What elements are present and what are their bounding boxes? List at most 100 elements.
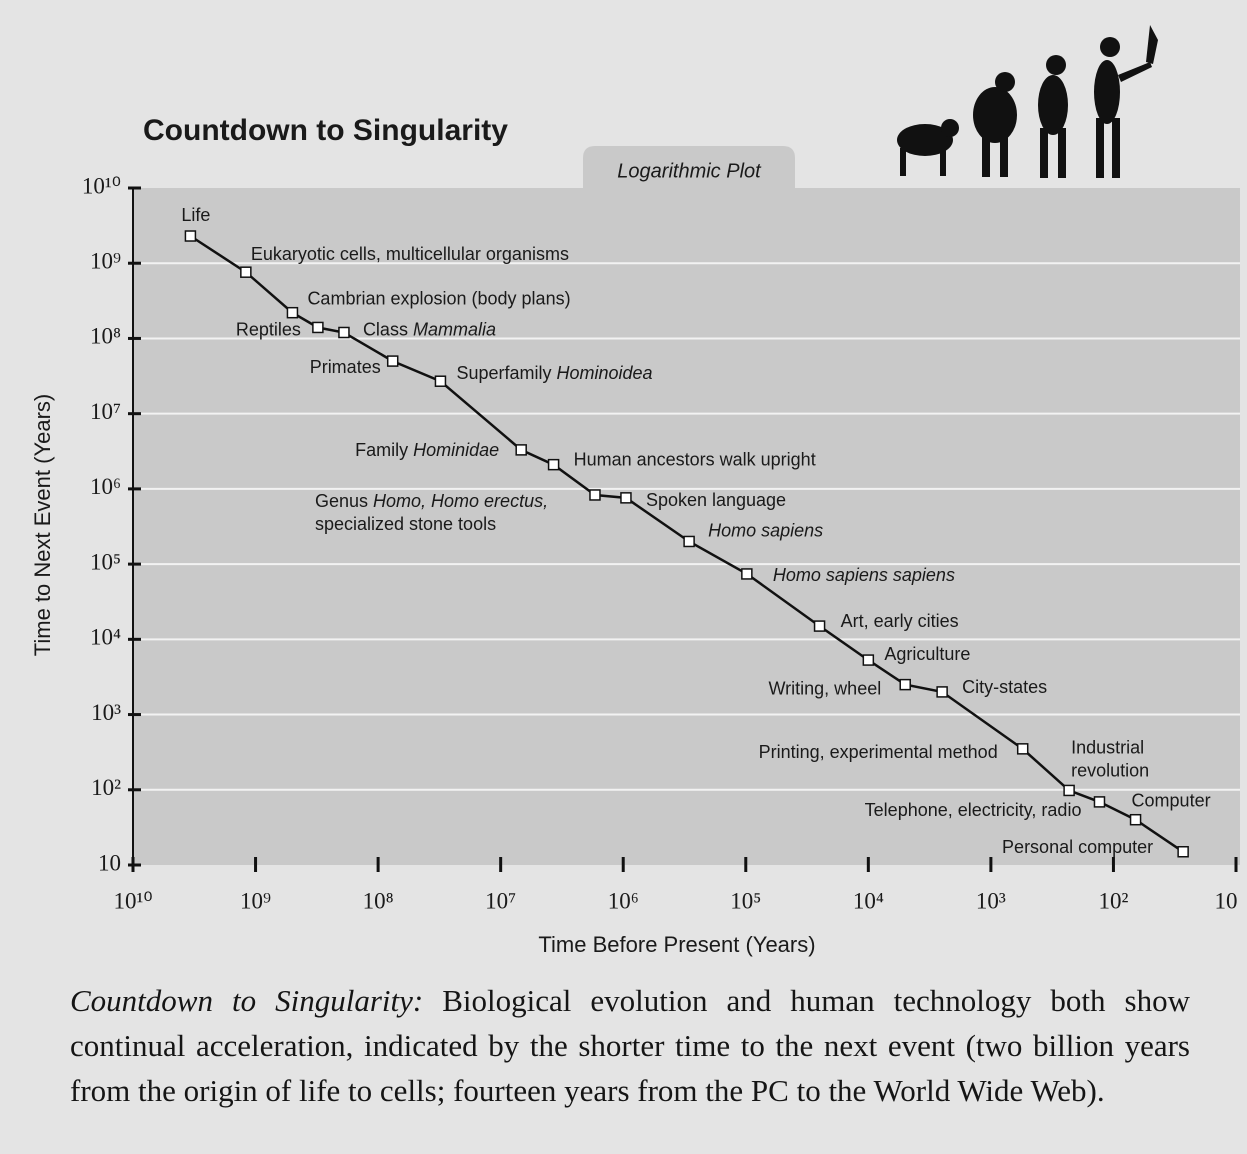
evolution-silhouettes xyxy=(897,25,1158,178)
point-label-part: Mammalia xyxy=(413,319,496,339)
point-label: Superfamily Hominoidea xyxy=(456,363,652,383)
chart-subtitle: Logarithmic Plot xyxy=(617,160,762,182)
data-point xyxy=(937,687,947,697)
y-tick-label: 10⁶ xyxy=(90,474,121,499)
x-tick-label: 10³ xyxy=(976,888,1006,913)
point-label-part: Writing, wheel xyxy=(769,678,882,698)
y-tick-label: 10⁵ xyxy=(90,549,121,574)
data-point xyxy=(621,493,631,503)
point-label: Cambrian explosion (body plans) xyxy=(307,288,570,308)
y-tick-label: 10⁸ xyxy=(90,324,121,349)
data-point xyxy=(863,655,873,665)
data-point xyxy=(1064,785,1074,795)
data-point xyxy=(516,445,526,455)
data-point xyxy=(1178,847,1188,857)
x-tick-label: 10¹⁰ xyxy=(113,888,152,913)
data-point xyxy=(815,621,825,631)
point-label: Telephone, electricity, radio xyxy=(865,800,1082,820)
data-point xyxy=(313,322,323,332)
data-point xyxy=(388,356,398,366)
point-label: Computer xyxy=(1132,790,1211,810)
point-label: Writing, wheel xyxy=(769,678,882,698)
point-label-part: Hominidae xyxy=(413,440,499,460)
y-tick-label: 10¹⁰ xyxy=(82,173,121,198)
page: {"chart_data": { "type": "line", "title"… xyxy=(0,0,1247,1154)
point-label-part: Art, early cities xyxy=(841,611,959,631)
point-label-part: Human ancestors walk upright xyxy=(574,449,816,469)
data-point xyxy=(684,536,694,546)
y-tick-label: 10⁷ xyxy=(90,399,121,424)
point-label: Agriculture xyxy=(884,644,970,664)
point-label-part: Homo, Homo erectus, xyxy=(373,491,548,511)
y-tick-label: 10² xyxy=(91,775,121,800)
point-label-part: Computer xyxy=(1132,790,1211,810)
point-label: Eukaryotic cells, multicellular organism… xyxy=(251,244,569,264)
point-label-part: Telephone, electricity, radio xyxy=(865,800,1082,820)
caption: Countdown to Singularity: Biological evo… xyxy=(70,978,1190,1113)
data-point xyxy=(287,308,297,318)
point-label-part: City-states xyxy=(962,677,1047,697)
x-tick-label: 10² xyxy=(1098,888,1128,913)
data-point xyxy=(435,376,445,386)
x-tick-label: 10⁸ xyxy=(363,888,394,913)
point-label: Primates xyxy=(310,357,381,377)
point-label: Human ancestors walk upright xyxy=(574,449,816,469)
y-tick-label: 10³ xyxy=(91,700,121,725)
point-label: Class Mammalia xyxy=(363,319,496,339)
point-label: Life xyxy=(181,205,210,225)
data-point xyxy=(549,460,559,470)
chart-title: Countdown to Singularity xyxy=(143,114,508,147)
x-tick-label: 10⁷ xyxy=(485,888,516,913)
point-label-part: specialized stone tools xyxy=(315,514,496,534)
point-label-part: Homo sapiens xyxy=(708,520,823,540)
data-point xyxy=(1131,815,1141,825)
point-label: Homo sapiens sapiens xyxy=(773,565,955,585)
data-point xyxy=(241,267,251,277)
point-label-part: Eukaryotic cells, multicellular organism… xyxy=(251,244,569,264)
point-label: Family Hominidae xyxy=(355,440,499,460)
point-label: Homo sapiens xyxy=(708,520,823,540)
y-tick-label: 10⁹ xyxy=(90,249,121,274)
data-point xyxy=(742,569,752,579)
chart: Countdown to Singularity Logarithmic Plo… xyxy=(0,0,1247,975)
point-label: specialized stone tools xyxy=(315,514,496,534)
data-point xyxy=(1094,797,1104,807)
point-label: Genus Homo, Homo erectus, xyxy=(315,491,548,511)
point-label: Reptiles xyxy=(236,319,301,339)
data-point xyxy=(590,490,600,500)
point-label-part: Hominoidea xyxy=(556,363,652,383)
data-point xyxy=(1018,744,1028,754)
point-label-part: revolution xyxy=(1071,760,1149,780)
point-label: Personal computer xyxy=(1002,837,1153,857)
x-tick-label: 10⁵ xyxy=(730,888,761,913)
point-label-part: Reptiles xyxy=(236,319,301,339)
point-label-part: Life xyxy=(181,205,210,225)
point-label: revolution xyxy=(1071,760,1149,780)
point-label-part: Personal computer xyxy=(1002,837,1153,857)
point-label-part: Printing, experimental method xyxy=(759,742,998,762)
caption-lead: Countdown to Singularity: xyxy=(70,983,423,1018)
y-axis-label: Time to Next Event (Years) xyxy=(30,394,55,656)
data-point xyxy=(185,231,195,241)
point-label-part: Cambrian explosion (body plans) xyxy=(307,288,570,308)
point-label-part: Industrial xyxy=(1071,737,1144,757)
point-label: Spoken language xyxy=(646,490,786,510)
point-label-part: Homo sapiens sapiens xyxy=(773,565,955,585)
point-label: Art, early cities xyxy=(841,611,959,631)
data-point xyxy=(900,680,910,690)
point-label-part: Primates xyxy=(310,357,381,377)
x-tick-label: 10⁶ xyxy=(608,888,639,913)
point-label-part: Agriculture xyxy=(884,644,970,664)
x-tick-label: 10 xyxy=(1215,888,1238,913)
x-tick-label: 10⁴ xyxy=(853,888,884,913)
point-label-part: Superfamily xyxy=(456,363,556,383)
x-axis-label: Time Before Present (Years) xyxy=(538,932,815,957)
point-label-part: Spoken language xyxy=(646,490,786,510)
data-point xyxy=(339,327,349,337)
y-tick-label: 10 xyxy=(98,850,121,875)
y-tick-label: 10⁴ xyxy=(90,625,121,650)
point-label-part: Class xyxy=(363,319,413,339)
point-label: Industrial xyxy=(1071,737,1144,757)
point-label: City-states xyxy=(962,677,1047,697)
point-label-part: Family xyxy=(355,440,413,460)
